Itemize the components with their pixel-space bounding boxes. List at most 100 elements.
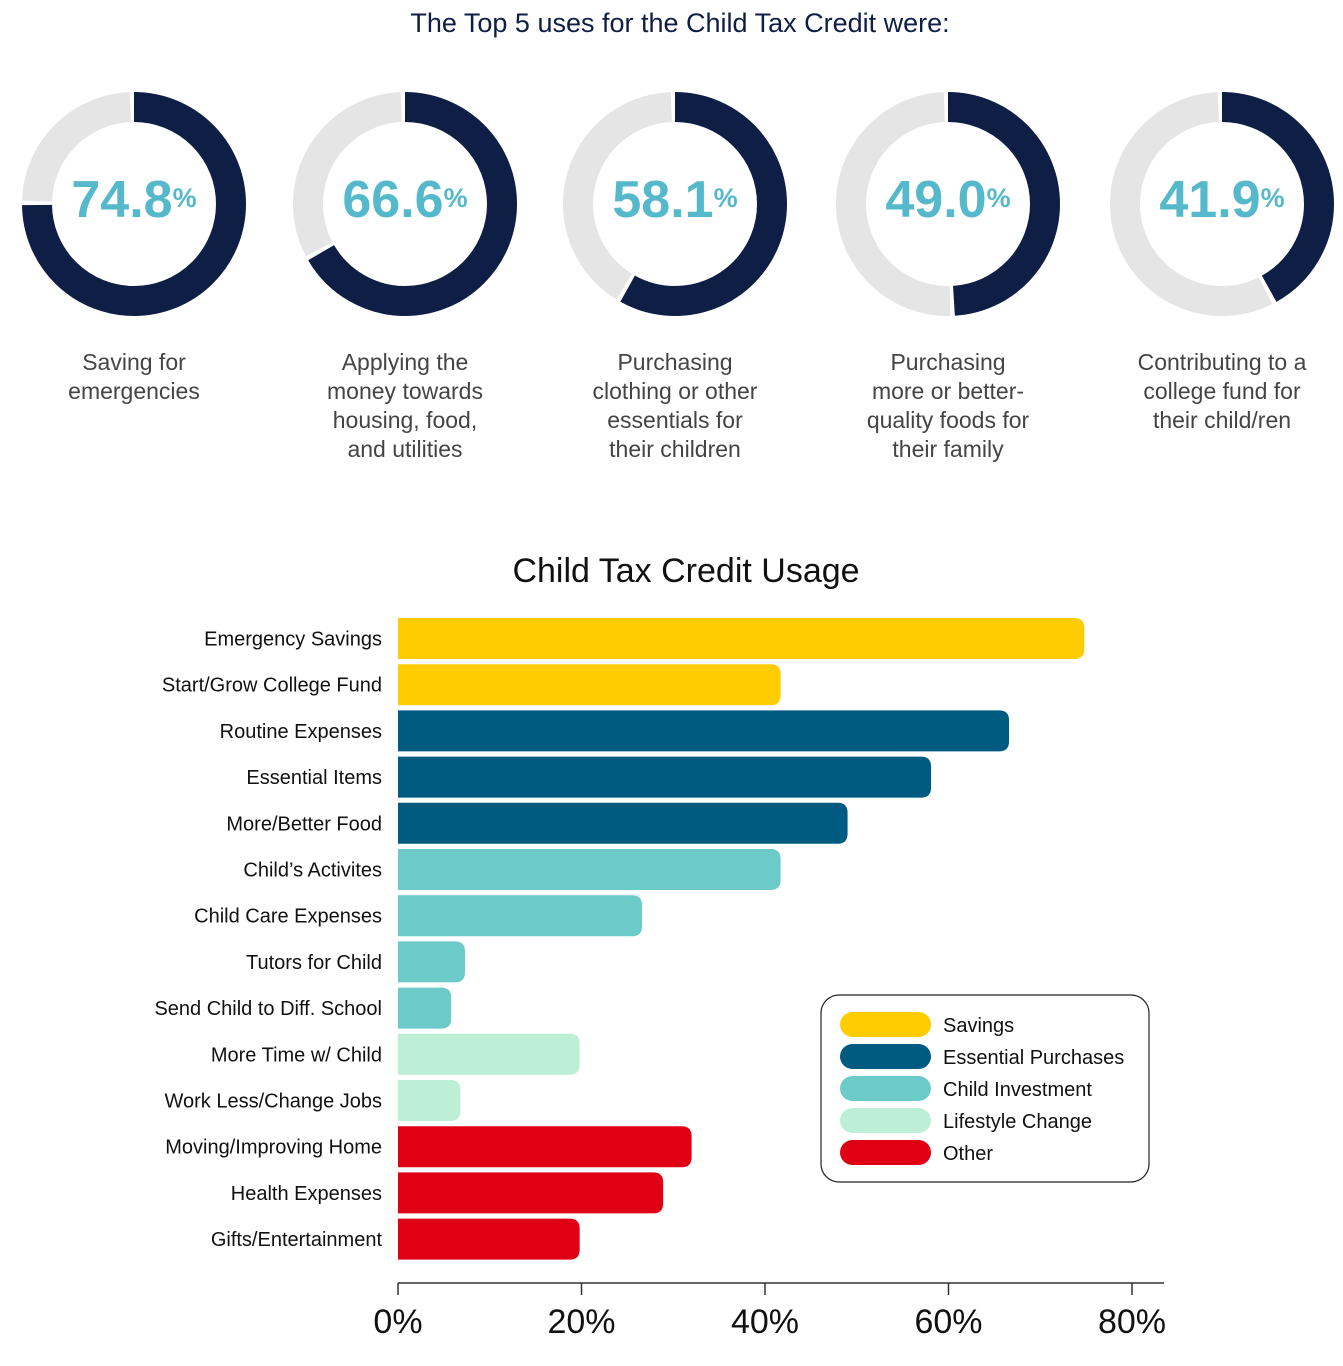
donut-2: 66.6% Applying the money towards housing, f… [293, 92, 517, 462]
bar-row: Send Child to Diff. School [154, 987, 452, 1029]
legend-swatch [840, 1012, 931, 1037]
bar-row: Routine Expenses [220, 710, 1010, 752]
donut-track [293, 92, 517, 316]
legend: Savings Essential Purchases Child Investme… [820, 994, 1150, 1183]
usage-bar-chart: Child Tax Credit Usage Emergency Savings S… [154, 552, 1166, 1341]
category-label: Emergency Savings [204, 629, 382, 651]
legend-swatch [840, 1108, 931, 1133]
legend-label: Lifestyle Change [943, 1111, 1092, 1133]
bar [398, 941, 465, 983]
category-label: More Time w/ Child [211, 1044, 382, 1066]
legend-swatch [840, 1140, 931, 1165]
bar-row: Tutors for Child [246, 941, 465, 983]
donut-caption: Purchasing more or better-quality foods f… [816, 348, 1080, 464]
donut-caption-line: Saving for [82, 349, 186, 375]
bar [398, 987, 452, 1029]
bar [398, 664, 781, 706]
category-label: Work Less/Change Jobs [164, 1091, 382, 1113]
donut-caption-line: clothing or other [592, 378, 758, 404]
donut-arc [22, 92, 246, 316]
bar [398, 895, 643, 937]
donut-ring [563, 92, 787, 316]
donut-track [836, 92, 1060, 316]
x-tick-label: 60% [914, 1303, 982, 1341]
legend-label: Essential Purchases [943, 1047, 1124, 1069]
bar-row: Health Expenses [231, 1172, 664, 1214]
donut-percent: 66.6% [293, 170, 517, 230]
donut-caption-line: college fund for [1143, 378, 1301, 404]
bar [398, 710, 1010, 752]
category-label: Tutors for Child [246, 952, 382, 974]
donut-caption-line: their family [892, 436, 1004, 462]
donut-caption-line: Purchasing [617, 349, 733, 375]
donut-arc [836, 92, 1060, 316]
donut-percent: 41.9% [1110, 170, 1334, 230]
category-label: Child Care Expenses [194, 906, 382, 928]
legend-box [820, 994, 1150, 1183]
donut-arc [563, 92, 787, 316]
donut-percent-value: 58.1 [612, 171, 714, 229]
donut-ring [22, 92, 246, 316]
category-label: More/Better Food [226, 813, 382, 835]
donut-caption-line: money towards [327, 378, 483, 404]
donut-percent-value: 74.8 [71, 171, 173, 229]
category-label: Health Expenses [231, 1183, 382, 1205]
donut-percent: 58.1% [563, 170, 787, 230]
donut-percent-unit: % [713, 183, 738, 213]
donut-caption-line: Applying the [341, 349, 469, 375]
donut-caption: Applying the money towards housing, food, a… [273, 348, 537, 464]
donut-percent-unit: % [986, 183, 1011, 213]
donut-caption-line: emergencies [68, 378, 200, 404]
x-tick-label: 20% [547, 1303, 615, 1341]
x-tick-label: 0% [373, 1303, 422, 1341]
donut-percent-unit: % [172, 183, 197, 213]
donut-percent-unit: % [1260, 183, 1285, 213]
donut-caption-line: their child/ren [1152, 407, 1292, 433]
donut-1: 74.8% Saving for emergencies [22, 92, 246, 404]
donut-caption: Saving for emergencies [2, 348, 266, 406]
donut-percent-value: 49.0 [885, 171, 987, 229]
donut-percent-value: 41.9 [1159, 171, 1261, 229]
bar-row: Child Care Expenses [194, 895, 643, 937]
donut-caption-line: and utilities [347, 436, 463, 462]
donut-caption-line: quality foods for [866, 407, 1030, 433]
donut-4: 49.0% Purchasing more or better-quality fo… [836, 92, 1060, 462]
chart-title: Child Tax Credit Usage [512, 552, 859, 590]
category-label: Essential Items [246, 767, 382, 789]
bar-row: Start/Grow College Fund [162, 664, 781, 706]
bar [398, 802, 848, 844]
donut-percent-value: 66.6 [342, 171, 444, 229]
category-label: Send Child to Diff. School [154, 998, 382, 1020]
category-label: Gifts/Entertainment [211, 1229, 383, 1251]
donut-caption-line: more or better- [871, 378, 1025, 404]
donut-caption-line: Purchasing [890, 349, 1006, 375]
bar-row: Emergency Savings [204, 618, 1085, 659]
donut-caption-line: Contributing to a [1137, 349, 1307, 375]
donut-percent: 49.0% [836, 170, 1060, 230]
donut-arc [293, 92, 517, 316]
category-label: Routine Expenses [220, 721, 382, 743]
page-headline: The Top 5 uses for the Child Tax Credit … [410, 8, 950, 38]
bar-row: Essential Items [246, 756, 932, 798]
bar [398, 756, 932, 798]
bar [398, 1126, 692, 1168]
donut-percent: 74.8% [22, 170, 246, 230]
category-label: Child’s Activites [243, 860, 382, 882]
donut-ring [836, 92, 1060, 316]
donut-caption-line: essentials for [607, 407, 743, 433]
donut-arc [1110, 92, 1334, 316]
bar [398, 618, 1085, 659]
donut-ring [293, 92, 517, 316]
donut-track [563, 92, 787, 316]
bar [398, 1080, 461, 1121]
bar [398, 1218, 580, 1260]
legend-swatch [840, 1076, 931, 1101]
bar-row: Work Less/Change Jobs [164, 1080, 461, 1121]
donut-caption-line: their children [609, 436, 741, 462]
legend-swatch [840, 1044, 931, 1069]
x-tick-label: 80% [1098, 1303, 1166, 1341]
bar [398, 1172, 664, 1214]
category-label: Moving/Improving Home [165, 1137, 382, 1159]
bar [398, 849, 781, 890]
donut-3: 58.1% Purchasing clothing or other essentia… [563, 92, 787, 462]
